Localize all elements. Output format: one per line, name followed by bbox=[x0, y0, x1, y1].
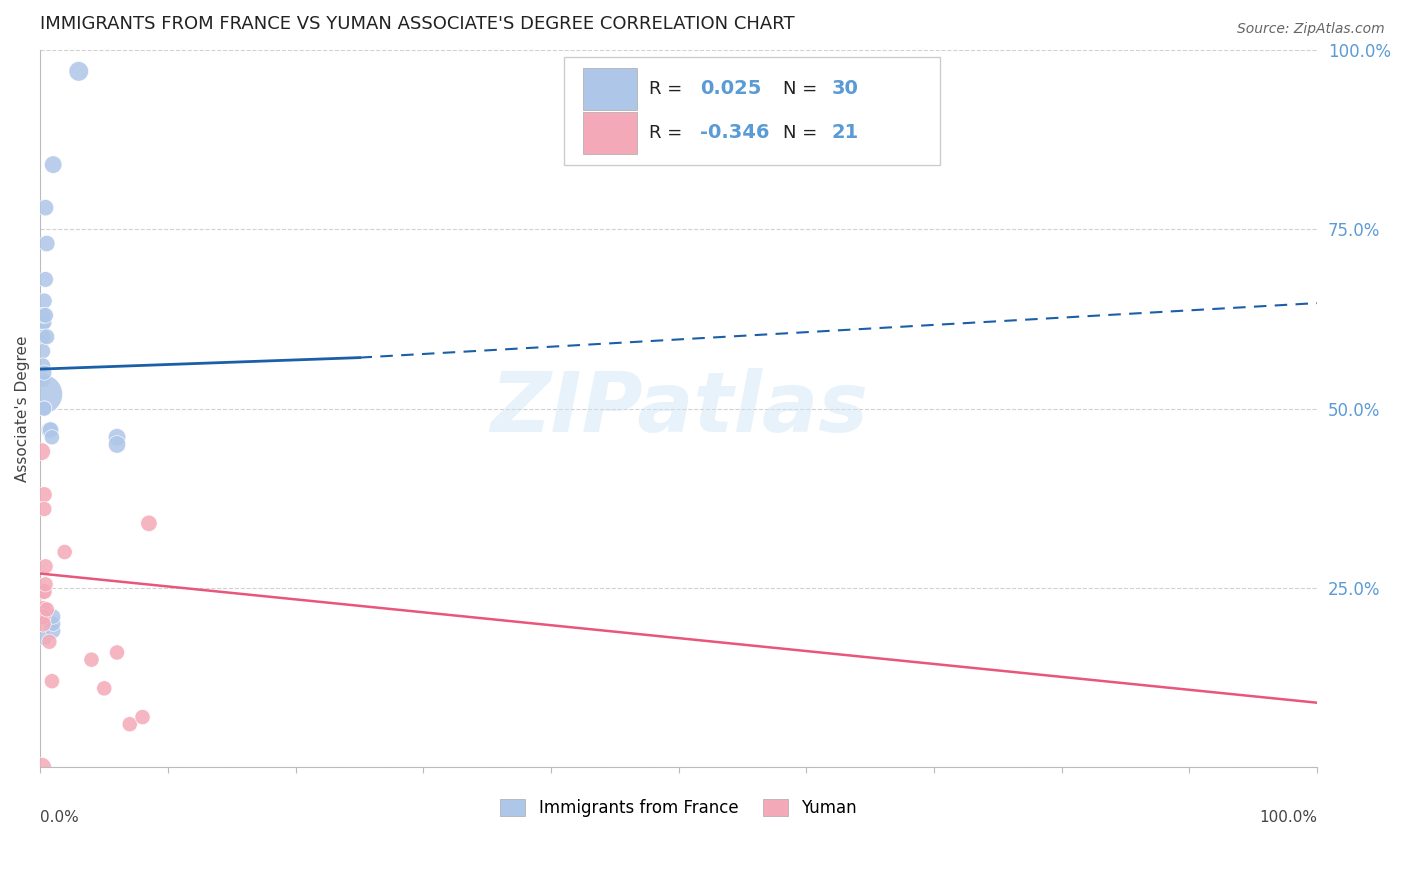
Point bbox=[32, 609, 55, 624]
Point bbox=[32, 616, 55, 631]
Text: 30: 30 bbox=[832, 79, 859, 98]
Point bbox=[93, 681, 115, 696]
Text: R =: R = bbox=[650, 124, 689, 142]
Point bbox=[32, 387, 55, 401]
Point bbox=[42, 609, 65, 624]
FancyBboxPatch shape bbox=[564, 57, 941, 165]
Point bbox=[31, 444, 53, 458]
Point bbox=[34, 272, 56, 286]
Point bbox=[105, 430, 128, 444]
Text: 21: 21 bbox=[832, 123, 859, 143]
Point bbox=[118, 717, 141, 731]
Point bbox=[34, 559, 56, 574]
Text: ZIPatlas: ZIPatlas bbox=[489, 368, 868, 449]
Point bbox=[32, 330, 55, 344]
Point bbox=[31, 760, 53, 774]
Point bbox=[38, 634, 60, 648]
Point bbox=[32, 602, 55, 616]
Point bbox=[35, 602, 58, 616]
Point bbox=[35, 330, 58, 344]
Point bbox=[41, 674, 63, 689]
Point bbox=[41, 430, 63, 444]
Point bbox=[34, 577, 56, 591]
Point bbox=[32, 308, 55, 322]
Point bbox=[42, 158, 65, 172]
Point bbox=[32, 316, 55, 330]
Point bbox=[67, 64, 90, 78]
Text: IMMIGRANTS FROM FRANCE VS YUMAN ASSOCIATE'S DEGREE CORRELATION CHART: IMMIGRANTS FROM FRANCE VS YUMAN ASSOCIAT… bbox=[41, 15, 794, 33]
Point bbox=[39, 423, 62, 437]
Y-axis label: Associate's Degree: Associate's Degree bbox=[15, 335, 30, 482]
Point bbox=[32, 293, 55, 308]
Text: 100.0%: 100.0% bbox=[1258, 810, 1317, 825]
Point bbox=[80, 653, 103, 667]
Text: 0.025: 0.025 bbox=[700, 79, 762, 98]
Point bbox=[32, 401, 55, 416]
FancyBboxPatch shape bbox=[583, 112, 637, 154]
Point bbox=[32, 373, 55, 387]
Legend: Immigrants from France, Yuman: Immigrants from France, Yuman bbox=[494, 792, 863, 823]
Text: N =: N = bbox=[783, 124, 824, 142]
Point bbox=[105, 645, 128, 659]
Text: Source: ZipAtlas.com: Source: ZipAtlas.com bbox=[1237, 22, 1385, 37]
Point bbox=[131, 710, 153, 724]
Point bbox=[42, 616, 65, 631]
Point bbox=[32, 316, 55, 330]
FancyBboxPatch shape bbox=[583, 68, 637, 110]
Point bbox=[34, 308, 56, 322]
Text: 0.0%: 0.0% bbox=[41, 810, 79, 825]
Text: -0.346: -0.346 bbox=[700, 123, 770, 143]
Point bbox=[53, 545, 76, 559]
Point bbox=[35, 236, 58, 251]
Point bbox=[32, 502, 55, 516]
Point bbox=[32, 631, 55, 645]
Point bbox=[32, 401, 55, 416]
Point bbox=[32, 366, 55, 380]
Point bbox=[32, 488, 55, 502]
Point bbox=[34, 201, 56, 215]
Point bbox=[32, 359, 55, 373]
Point bbox=[32, 584, 55, 599]
Point bbox=[32, 330, 55, 344]
Point bbox=[42, 624, 65, 638]
Text: N =: N = bbox=[783, 79, 824, 98]
Point bbox=[32, 344, 55, 359]
Point bbox=[39, 616, 62, 631]
Point bbox=[138, 516, 160, 531]
Text: R =: R = bbox=[650, 79, 689, 98]
Point bbox=[38, 423, 60, 437]
Point bbox=[105, 437, 128, 451]
Point bbox=[32, 584, 55, 599]
